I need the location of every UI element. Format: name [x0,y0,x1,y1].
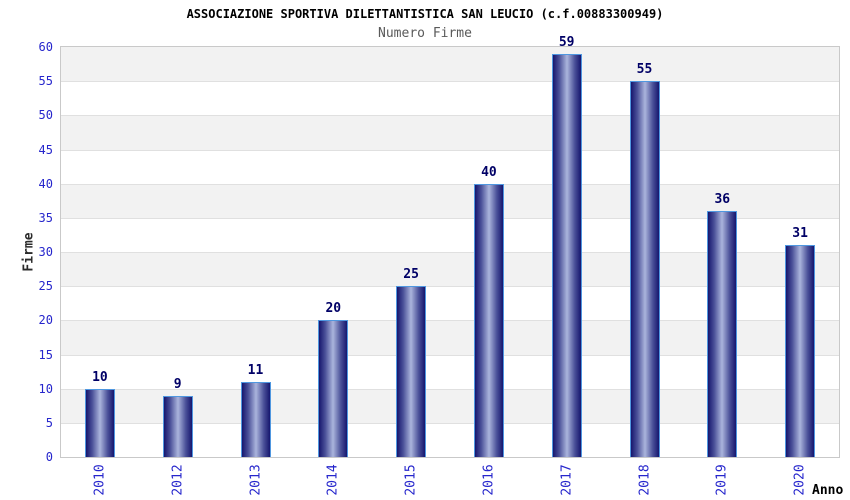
x-tick-label: 2015 [403,464,419,496]
bar-value-label: 10 [92,369,108,385]
y-tick-label: 30 [38,245,53,259]
bar-2019 [707,211,738,457]
x-tick-label: 2017 [559,464,575,496]
y-tick-label: 60 [38,40,53,54]
grid-line [61,320,839,322]
y-tick-label: 20 [38,313,53,328]
bar-value-label: 25 [403,267,419,283]
bar-2018 [629,81,660,457]
chart-title: ASSOCIAZIONE SPORTIVA DILETTANTISTICA SA… [186,7,664,21]
y-tick-label: 45 [38,142,53,157]
bar-2014 [318,320,349,457]
bar-2017 [551,53,582,457]
bar-2016 [473,183,504,457]
bar-2012 [162,395,193,457]
x-tick-label: 2010 [92,464,108,496]
grid-line [61,183,839,185]
grid-line [61,354,839,356]
grid-band [61,149,839,185]
plot-inner-area [61,47,839,457]
x-tick-label: 2016 [481,464,497,496]
y-tick-label: 55 [38,74,53,89]
y-axis-title: Firme [21,232,37,272]
bar-value-label: 40 [481,164,497,180]
bar-value-label: 9 [173,376,182,392]
x-axis-title: Anno [812,483,844,498]
grid-line [61,286,839,288]
grid-line [61,217,839,219]
plot-area [60,46,840,458]
bar-2020 [785,245,816,457]
y-tick-label: 5 [45,415,53,430]
y-axis: 0 5 10 15 20 25 30 35 40 45 50 55 60 [0,41,53,463]
chart-subtitle: Numero Firme [378,26,472,41]
grid-line [61,149,839,151]
grid-line [61,422,839,424]
x-tick-label: 2020 [792,464,808,496]
y-tick-label: 25 [38,279,53,294]
x-tick-label: 2018 [637,464,652,496]
y-tick-label: 0 [45,450,53,464]
y-tick-label: 15 [38,347,53,362]
x-tick-label: 2013 [248,464,263,496]
grid-line [61,81,839,83]
bar-2015 [396,286,427,457]
x-tick-label: 2019 [714,464,730,496]
bar-2010 [84,388,115,457]
y-tick-label: 50 [38,108,53,123]
bar-value-label: 59 [558,34,575,50]
grid-band [61,115,839,150]
bar-value-label: 11 [247,362,264,378]
x-axis: 2010 2012 2013 2014 2015 2016 2017 2018 2019 2020 [61,0,839,500]
y-tick-label: 35 [38,210,53,225]
grid-line [61,252,839,253]
x-tick-label: 2012 [170,464,186,496]
grid-band [61,47,839,82]
bar-value-label: 20 [325,301,342,317]
grid-line [61,115,839,117]
y-tick-label: 10 [38,381,53,396]
grid-band [61,81,839,116]
grid-line [61,388,839,390]
bar-value-label: 36 [714,192,731,207]
x-tick-label: 2014 [325,464,341,496]
y-tick-label: 40 [38,176,53,191]
bar-value-label: 31 [792,226,808,242]
bar-value-label: 55 [636,62,653,78]
bar-2013 [240,381,271,457]
